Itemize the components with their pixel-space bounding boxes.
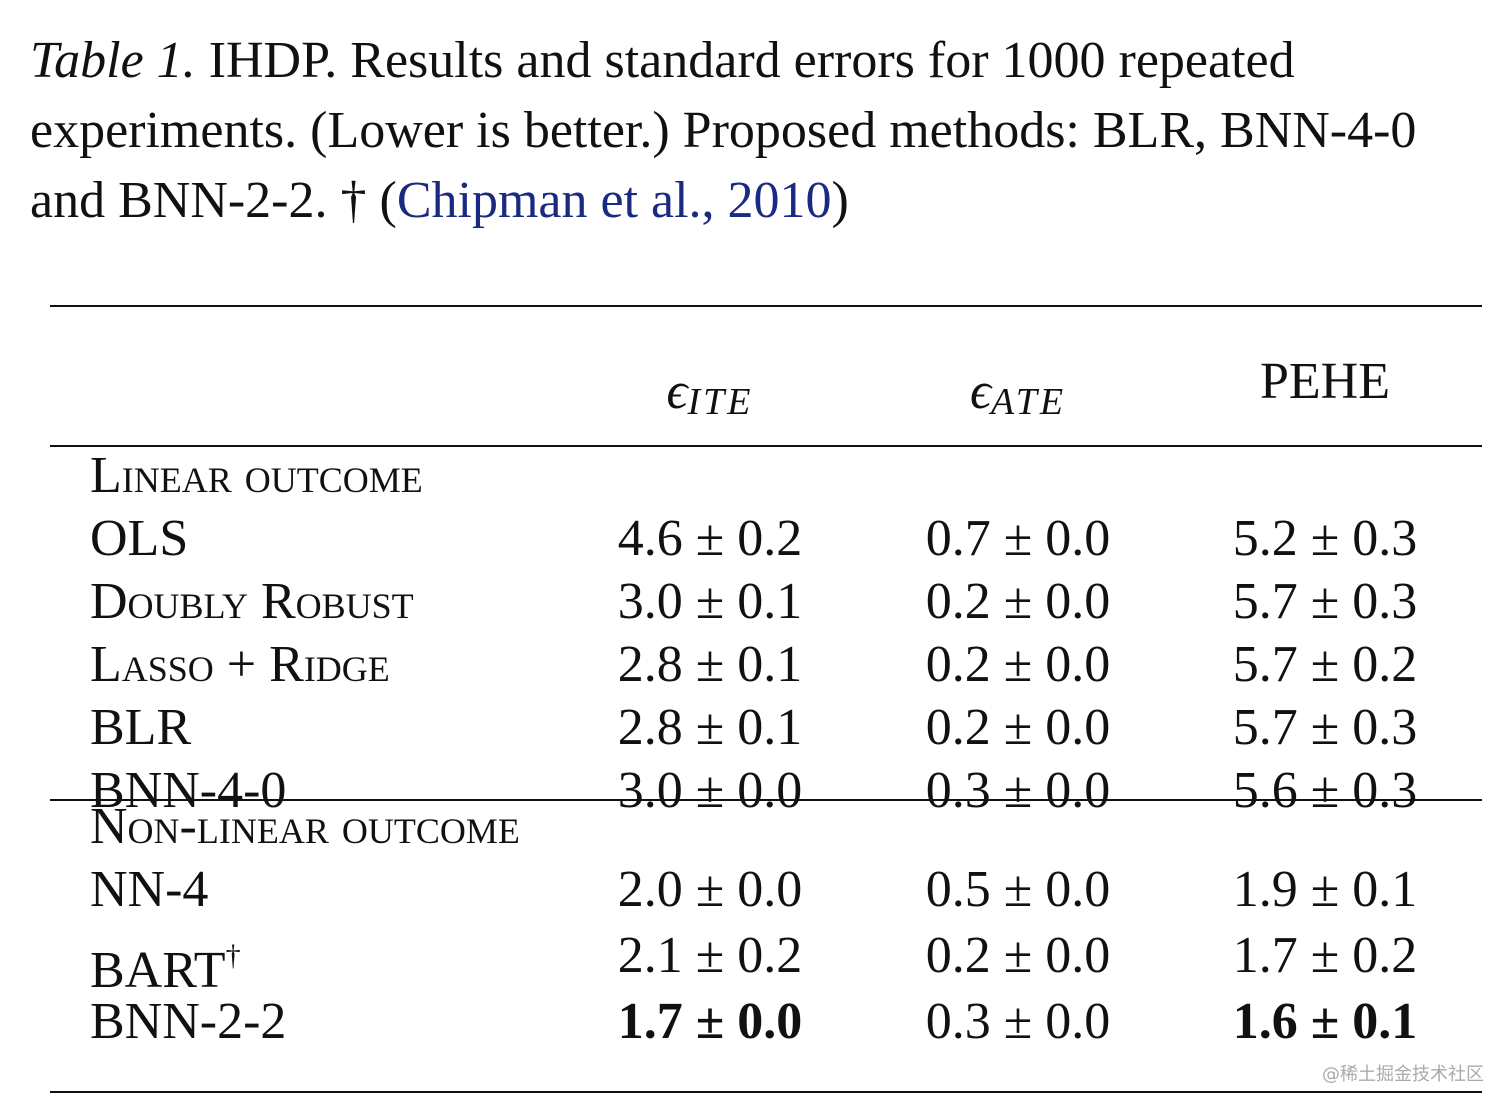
section-title: Linear outcome: [90, 447, 423, 504]
caption-label: Table 1.: [30, 32, 196, 89]
method-text: BART: [90, 942, 226, 999]
rule: [50, 445, 1482, 447]
value-cell: 0.3 ± 0.0: [925, 993, 1111, 1050]
method-name: BNN-2-2: [90, 993, 287, 1050]
caption: Table 1. IHDP. Results and standard erro…: [30, 26, 1500, 236]
method-name: NN-4: [90, 861, 209, 918]
value-cell: 3.0 ± 0.0: [617, 762, 803, 819]
value-cell: 1.7 ± 0.2: [1232, 927, 1418, 984]
method-name: OLS: [90, 510, 189, 567]
column-header: PEHE: [1260, 353, 1390, 410]
value-cell: 5.6 ± 0.3: [1232, 762, 1418, 819]
value-cell: 5.7 ± 0.2: [1232, 636, 1418, 693]
watermark: @稀土掘金技术社区: [1322, 1064, 1484, 1085]
value-cell: 0.2 ± 0.0: [925, 927, 1111, 984]
value-cell: 1.9 ± 0.1: [1232, 861, 1418, 918]
value-cell: 2.8 ± 0.1: [617, 699, 803, 756]
method-superscript: †: [225, 939, 241, 972]
value-cell: 0.2 ± 0.0: [925, 699, 1111, 756]
rule: [50, 1091, 1482, 1093]
value-cell: 2.1 ± 0.2: [617, 927, 803, 984]
value-cell: 2.0 ± 0.0: [617, 861, 803, 918]
value-cell: 5.2 ± 0.3: [1232, 510, 1418, 567]
method-name: BART†: [90, 926, 241, 1001]
method-name: BLR: [90, 699, 192, 756]
value-cell: 2.8 ± 0.1: [617, 636, 803, 693]
method-name: Lasso + Ridge: [90, 636, 390, 693]
value-cell: 0.3 ± 0.0: [925, 762, 1111, 819]
section-title: Non-linear outcome: [90, 798, 520, 855]
rule: [50, 799, 1482, 801]
value-cell: 0.5 ± 0.0: [925, 861, 1111, 918]
citation-link[interactable]: Chipman et al., 2010: [396, 172, 832, 229]
column-header: ϵATE: [868, 362, 1168, 432]
rule: [50, 305, 1482, 307]
value-cell: 1.6 ± 0.1: [1232, 993, 1418, 1050]
caption-text: IHDP. Results and standard errors for 10…: [30, 32, 1417, 229]
method-name: BNN-4-0: [90, 762, 287, 819]
header-subscript: ITE: [687, 381, 754, 423]
caption-end: ): [831, 172, 849, 229]
value-cell: 0.7 ± 0.0: [925, 510, 1111, 567]
value-cell: 5.7 ± 0.3: [1232, 573, 1418, 630]
method-name: Doubly Robust: [90, 573, 414, 630]
value-cell: 4.6 ± 0.2: [617, 510, 803, 567]
value-cell: 3.0 ± 0.1: [617, 573, 803, 630]
column-header: ϵITE: [560, 362, 860, 432]
header-subscript: ATE: [990, 381, 1067, 423]
header-symbol: ϵ: [969, 363, 991, 420]
value-cell: 0.2 ± 0.0: [925, 636, 1111, 693]
value-cell: 0.2 ± 0.0: [925, 573, 1111, 630]
value-cell: 1.7 ± 0.0: [617, 993, 803, 1050]
header-symbol: ϵ: [666, 363, 688, 420]
value-cell: 5.7 ± 0.3: [1232, 699, 1418, 756]
